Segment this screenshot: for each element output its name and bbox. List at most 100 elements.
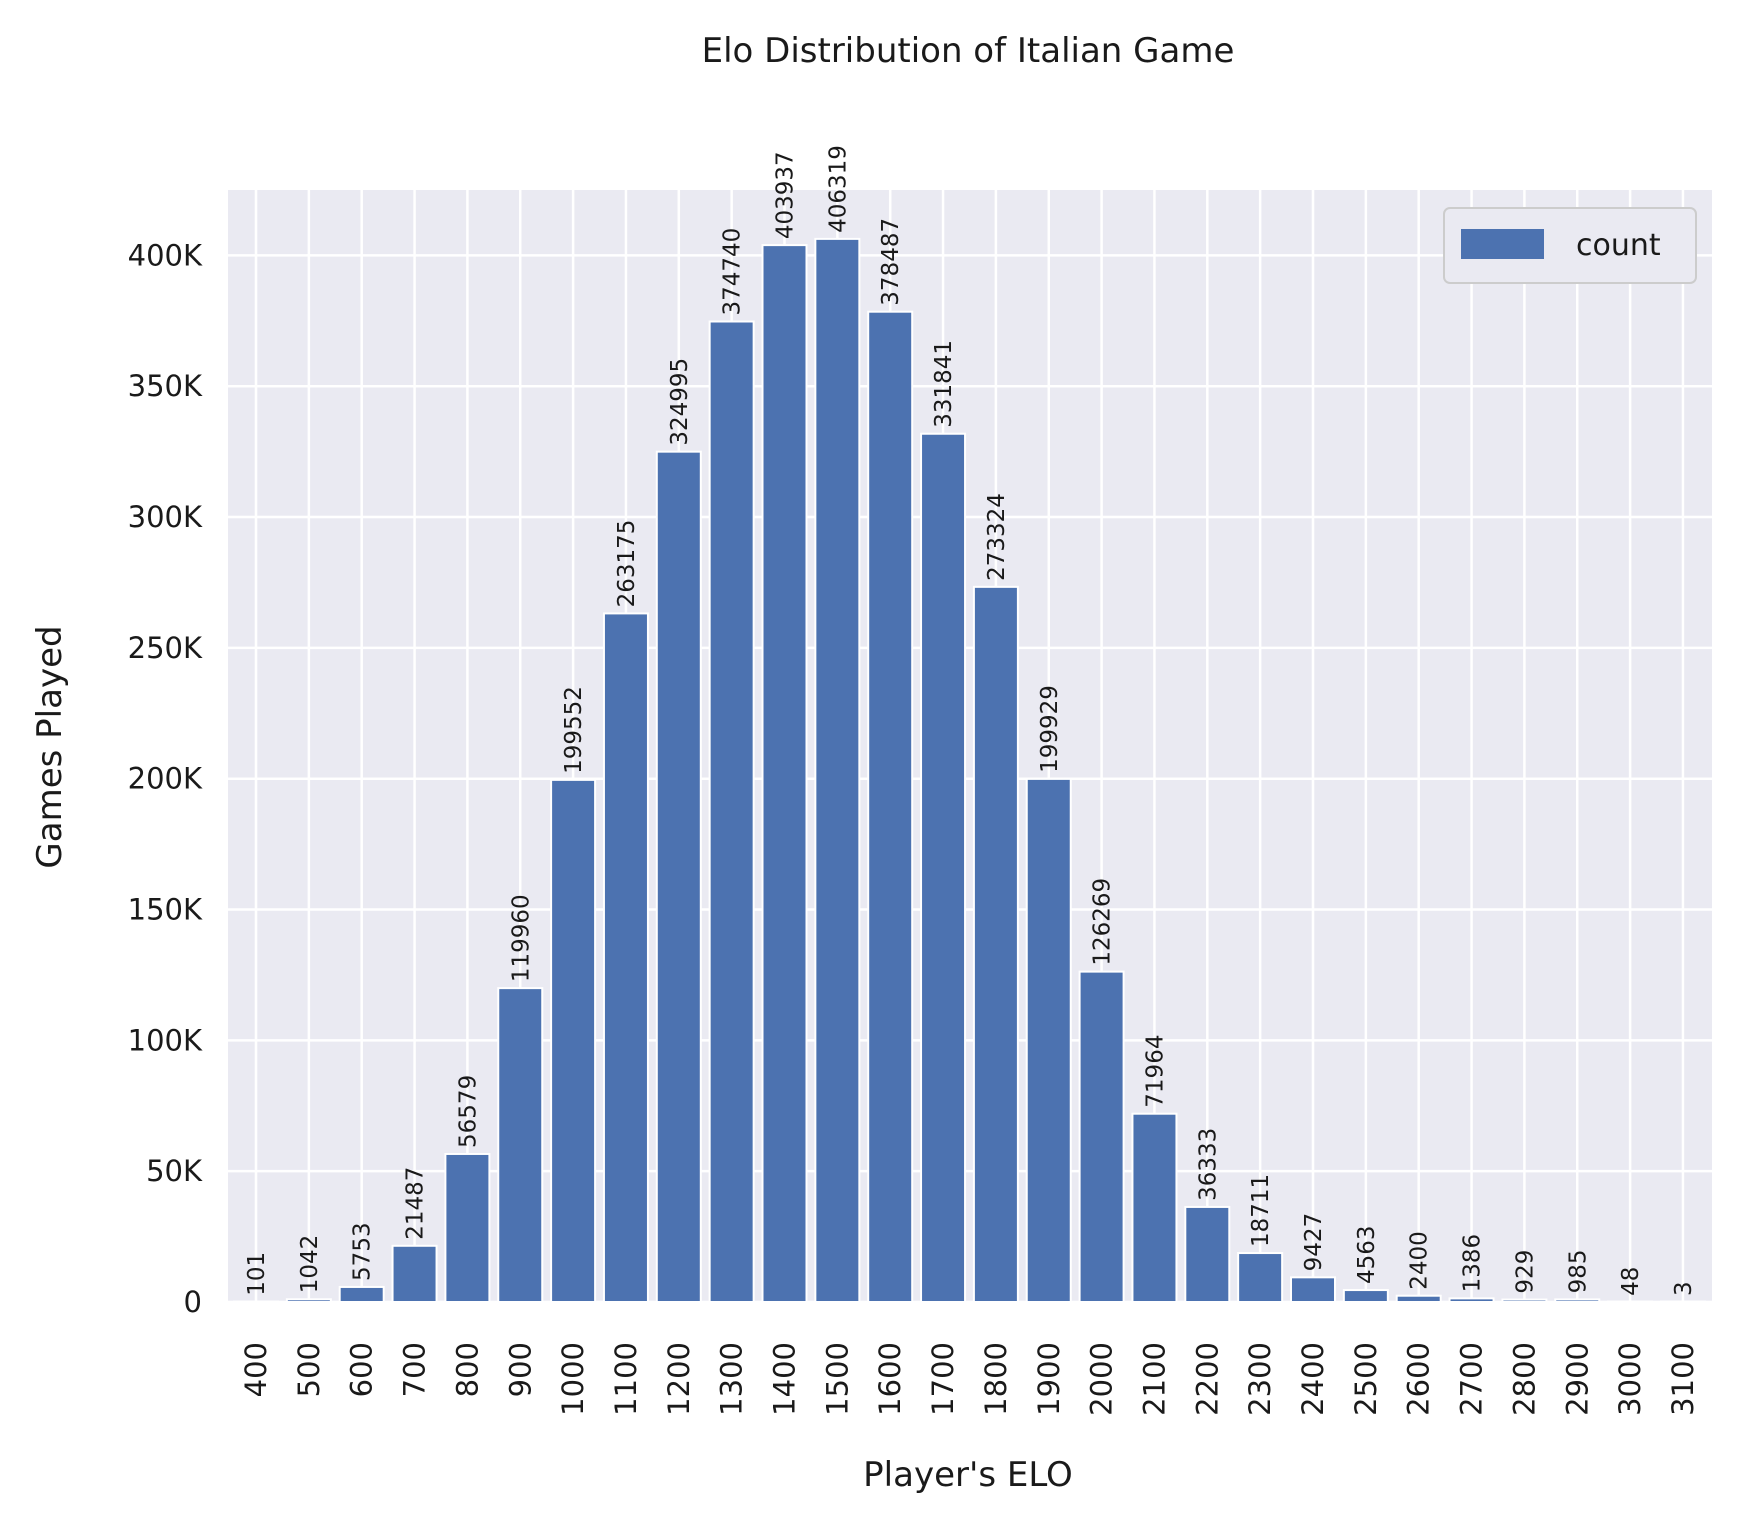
x-tick-label: 2000 [1085,1342,1119,1416]
bar-900 [497,987,544,1303]
bar-value-label: 273324 [984,493,1010,581]
bar-value-label: 199929 [1037,685,1063,773]
bar-2400 [1290,1276,1336,1303]
bar-2000 [1078,970,1125,1303]
bar-2600 [1395,1294,1442,1303]
bar-value-label: 4563 [1354,1226,1380,1285]
bar-value-label: 199552 [561,686,587,774]
bar-value-label: 36333 [1195,1128,1221,1201]
bar-2700 [1448,1297,1495,1303]
x-tick-label: 800 [450,1342,484,1397]
bar-value-label: 1042 [297,1235,323,1294]
y-axis-label: Games Played [30,625,70,868]
x-tick-label: 1300 [715,1342,749,1416]
bar-value-label: 378487 [878,218,904,306]
bar-3000 [1607,1300,1654,1303]
bar-1500 [814,237,861,1303]
x-tick-label: 500 [292,1342,326,1397]
legend-label: count [1576,228,1661,263]
x-tick-label: 1000 [556,1342,590,1416]
y-tick-label: 50K [146,1154,203,1188]
y-tick-label: 300K [128,500,203,534]
bar-value-label: 21487 [403,1167,429,1240]
bar-value-label: 56579 [455,1075,481,1148]
bar-3100 [1659,1300,1706,1303]
bar-700 [391,1244,438,1304]
bar-value-label: 71964 [1142,1035,1168,1108]
bar-value-label: 403937 [773,151,799,239]
bar-value-label: 929 [1512,1250,1538,1294]
x-tick-label: 2100 [1137,1342,1171,1416]
bar-1700 [920,432,967,1303]
y-tick-label: 150K [128,893,203,927]
bar-400 [233,1300,279,1303]
x-tick-label: 1500 [820,1342,854,1416]
bar-value-label: 324995 [667,358,693,446]
bar-1900 [1025,777,1072,1303]
bar-value-label: 1386 [1460,1234,1486,1293]
bar-2500 [1342,1289,1389,1303]
x-tick-label: 2400 [1296,1342,1330,1416]
x-tick-label: 2200 [1190,1342,1224,1416]
bar-value-label: 331841 [931,340,957,428]
bar-1600 [867,310,914,1303]
y-tick-label: 0 [184,1285,202,1319]
bar-2900 [1554,1298,1601,1303]
bar-1800 [972,585,1019,1303]
bar-1300 [708,320,755,1304]
x-tick-label: 1100 [609,1342,643,1416]
x-axis-label: Player's ELO [863,1455,1073,1495]
legend-swatch [1461,229,1544,259]
x-tick-label: 700 [398,1342,432,1397]
x-tick-label: 1400 [768,1342,802,1416]
x-tick-label: 2300 [1243,1342,1277,1416]
bar-value-label: 18711 [1248,1174,1274,1247]
bar-1000 [550,778,597,1303]
x-tick-label: 3100 [1666,1342,1700,1416]
y-tick-label: 400K [128,238,203,272]
bar-500 [285,1298,332,1304]
bar-value-label: 126269 [1090,878,1116,966]
bar-1400 [761,244,808,1303]
y-tick-label: 350K [128,369,203,403]
x-tick-label: 900 [503,1342,537,1397]
x-tick-label: 400 [239,1342,273,1397]
bar-800 [444,1152,491,1304]
bar-value-label: 2400 [1407,1231,1433,1290]
x-axis-ticks: 400 500 600 700 800 900 1000 1100 1200 1300 1400 15… [239,1342,1700,1416]
bar-value-label: 101 [244,1252,270,1296]
x-tick-label: 2900 [1560,1342,1594,1416]
bar-value-label: 3 [1671,1281,1697,1296]
bar-value-label: 374740 [720,228,746,316]
bar-2200 [1184,1205,1231,1304]
y-tick-label: 100K [128,1023,203,1057]
bar-600 [338,1285,385,1303]
x-tick-label: 600 [345,1342,379,1397]
y-tick-label: 250K [128,631,203,665]
x-tick-label: 2700 [1455,1342,1489,1416]
bar-value-label: 406319 [825,145,851,233]
chart-title: Elo Distribution of Italian Game [702,31,1235,71]
x-tick-label: 1700 [926,1342,960,1416]
x-tick-label: 1600 [873,1342,907,1416]
x-tick-label: 2600 [1402,1342,1436,1416]
legend-box [1443,207,1697,284]
x-tick-label: 1200 [662,1342,696,1416]
x-tick-label: 2500 [1349,1342,1383,1416]
x-tick-label: 3000 [1613,1342,1647,1416]
bar-value-label: 9427 [1301,1213,1327,1272]
legend: count [1443,207,1697,284]
x-tick-label: 1800 [979,1342,1013,1416]
y-tick-label: 200K [128,762,203,796]
x-tick-label: 1900 [1032,1342,1066,1416]
x-tick-label: 2800 [1507,1342,1541,1416]
bar-value-label: 48 [1618,1267,1644,1296]
y-axis-ticks: 0 50K 100K 150K 200K 250K 300K 350K 400K [128,238,203,1319]
bar-value-labels: 101 1042 5753 21487 56579 119960 199552 263175 3… [244,145,1697,1296]
bar-value-label: 5753 [350,1222,376,1281]
bar-2100 [1131,1112,1178,1303]
bar-value-label: 985 [1565,1250,1591,1294]
bar-2800 [1501,1298,1548,1304]
bar-value-label: 263175 [614,520,640,608]
